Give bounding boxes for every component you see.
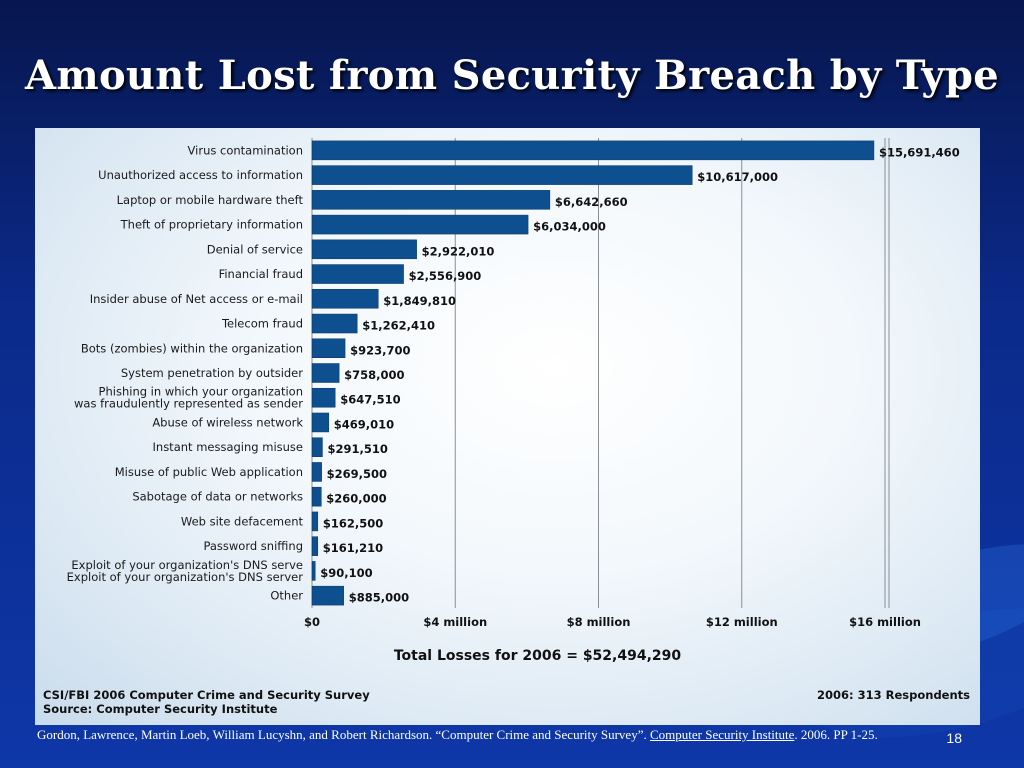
data-label: $269,500 [327,467,387,481]
category-label: Denial of service [207,242,303,256]
bar-chart: $0 $4 million $8 million $12 million $16 mil… [67,138,960,629]
page-number: 18 [946,730,962,746]
category-label: Insider abuse of Net access or e-mail [90,292,303,306]
data-label: $10,617,000 [697,170,778,184]
category-label: Theft of proprietary information [120,218,303,232]
bar [311,313,358,334]
data-label: $90,100 [320,566,372,580]
category-label: Laptop or mobile hardware theft [117,193,304,207]
category-label: Other [270,589,303,603]
bar [311,140,875,161]
data-label: $2,922,010 [422,244,495,258]
slide-title: Amount Lost from Security Breach by Type [24,52,999,99]
data-label: $162,500 [323,516,383,530]
source-credit: Source: Computer Security Institute [43,702,278,716]
bar [311,264,404,284]
chart-panel: $0 $4 million $8 million $12 million $16 mil… [35,128,980,725]
data-label: $6,642,660 [555,195,628,209]
bar [311,289,379,309]
x-tick-label: $4 million [423,615,487,629]
bar [311,585,344,606]
category-label: Bots (zombies) within the organization [81,341,303,355]
respondents-count: 2006: 313 Respondents [817,688,970,702]
category-label: Exploit of your organization's DNS serve… [67,558,304,584]
bar [311,239,417,260]
bar [311,363,340,383]
data-label: $6,034,000 [533,220,606,234]
citation-tail: . 2006. PP 1-25. [794,727,878,742]
category-label: Sabotage of data or networks [132,490,303,504]
bar [311,561,316,581]
x-tick-label: $8 million [567,615,631,629]
bar [311,190,551,210]
x-tick-label: $16 million [849,615,921,629]
data-label: $469,010 [334,417,394,431]
data-label: $923,700 [350,343,410,357]
data-label: $291,510 [327,442,387,456]
x-tick-label: $0 [304,615,320,629]
bar [311,511,319,532]
bar [311,486,322,507]
bar [311,462,322,482]
bar [311,338,346,359]
category-label: Misuse of public Web application [115,465,303,479]
category-label: Virus contamination [188,143,303,157]
survey-name: CSI/FBI 2006 Computer Crime and Security… [43,688,370,702]
data-label: $2,556,900 [409,269,482,283]
bar [311,165,693,185]
category-label: Web site defacement [181,514,304,528]
data-label: $161,210 [323,541,383,555]
category-label: System penetration by outsider [121,366,303,380]
category-label: Abuse of wireless network [152,415,303,429]
chart-source: CSI/FBI 2006 Computer Crime and Security… [43,688,370,716]
x-tick-label: $12 million [706,615,778,629]
data-label: $647,510 [340,393,400,407]
data-label: $758,000 [344,368,404,382]
bar [311,412,330,433]
bar [311,437,323,457]
data-label: $260,000 [326,492,386,506]
category-label: Unauthorized access to information [98,168,303,182]
category-label: Financial fraud [219,267,303,281]
data-label: $1,262,410 [362,319,435,333]
data-label: $1,849,810 [383,294,456,308]
data-label: $885,000 [349,591,409,605]
category-label: Password sniffing [203,539,303,553]
category-label: Telecom fraud [221,317,303,331]
category-label: Phishing in which your organization was f… [74,385,303,411]
data-label: $15,691,460 [879,145,960,159]
citation-text: Gordon, Lawrence, Martin Loeb, William L… [37,727,650,742]
bar [311,214,529,235]
bar [311,387,336,408]
citation: Gordon, Lawrence, Martin Loeb, William L… [37,726,937,744]
bar [311,536,319,556]
total-losses-label: Total Losses for 2006 = $52,494,290 [393,648,682,664]
citation-link[interactable]: Computer Security Institute [649,727,795,742]
category-label: Instant messaging misuse [153,440,303,454]
